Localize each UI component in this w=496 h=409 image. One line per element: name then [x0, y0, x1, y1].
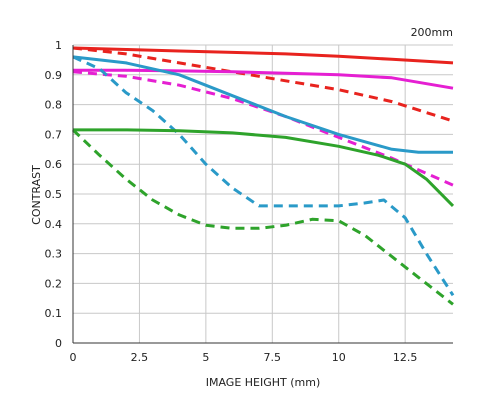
series-line-2-dashed: [72, 46, 454, 123]
y-tick-label: 0.2: [45, 277, 63, 290]
x-axis-label: IMAGE HEIGHT (mm): [206, 376, 321, 389]
y-tick-label: 0.5: [45, 188, 63, 201]
series-line-4-dashed: [72, 70, 454, 187]
axes: [72, 45, 453, 344]
y-tick-label: 0.4: [45, 218, 63, 231]
x-tick-labels: 0 2.5 5 7.5 10 12.5: [70, 351, 418, 364]
series-line-8-dashed: [71, 128, 454, 306]
grid: [72, 44, 453, 344]
y-tick-label: 0.8: [45, 99, 63, 112]
y-tick-label: 0.6: [45, 158, 63, 171]
y-tick-labels: 0 0.1 0.2 0.3 0.4 0.5 0.6 0.7 0.8 0.9 1: [45, 39, 63, 350]
series-line-3-solid: [73, 68, 454, 90]
x-tick-label: 5: [202, 351, 209, 364]
y-tick-label: 0.3: [45, 248, 63, 261]
y-tick-label: 1: [55, 39, 62, 52]
series-line-1-solid: [72, 46, 454, 65]
x-tick-label: 10: [332, 351, 346, 364]
series-line-7-solid: [73, 128, 455, 207]
x-tick-label: 12.5: [393, 351, 418, 364]
x-tick-label: 0: [70, 351, 77, 364]
x-tick-label: 2.5: [131, 351, 149, 364]
y-tick-label: 0: [55, 337, 62, 350]
series-line-6-dashed: [72, 55, 455, 297]
x-tick-label: 7.5: [264, 351, 282, 364]
y-axis-label: CONTRAST: [30, 165, 43, 225]
y-tick-label: 0.9: [45, 69, 63, 82]
y-tick-label: 0.1: [45, 307, 63, 320]
chart-title: 200mm: [411, 26, 453, 39]
series-line-5-solid: [72, 55, 453, 154]
y-tick-label: 0.7: [45, 128, 63, 141]
series-layer: [71, 46, 455, 306]
